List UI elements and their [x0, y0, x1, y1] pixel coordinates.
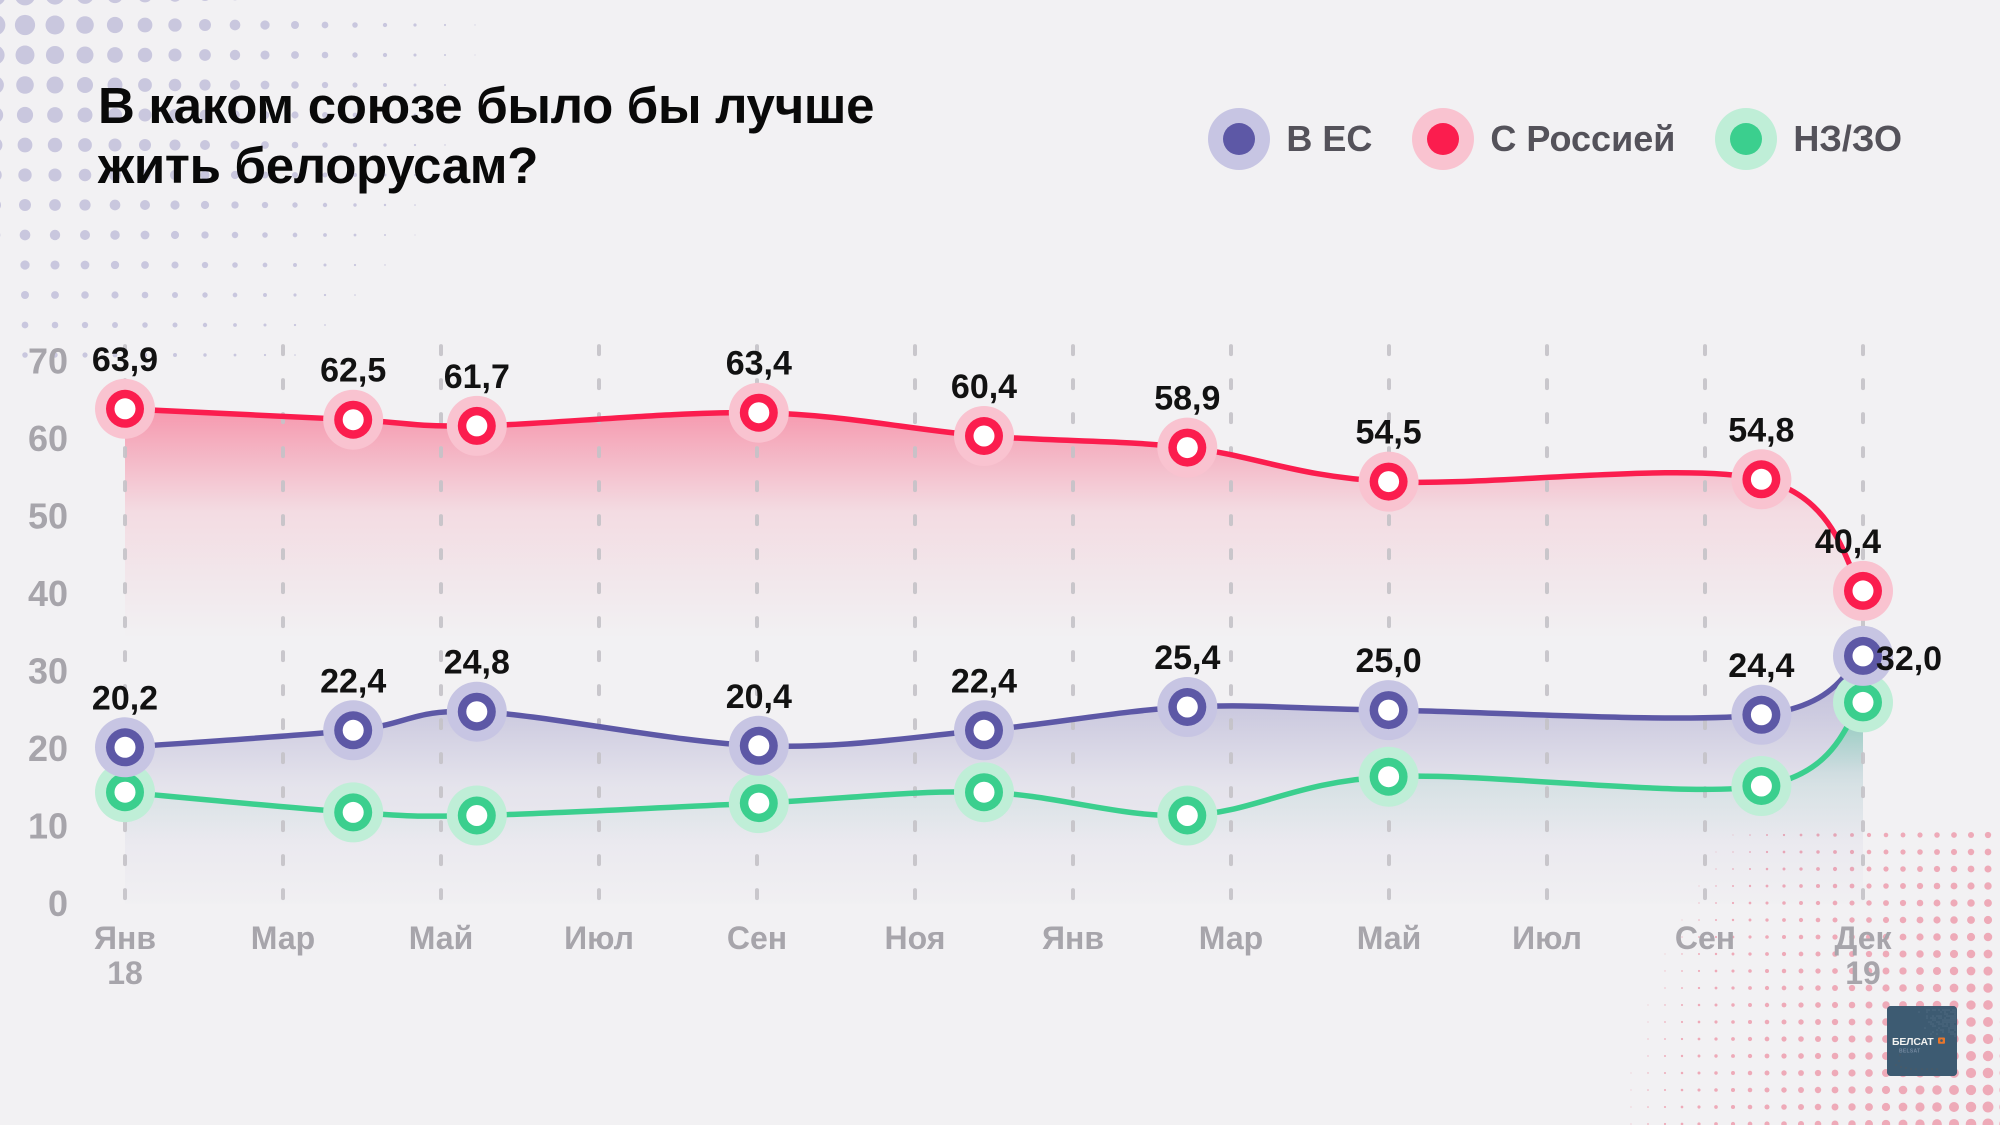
svg-text:10: 10 — [28, 805, 68, 846]
svg-text:22,4: 22,4 — [951, 662, 1017, 700]
svg-text:20,2: 20,2 — [92, 679, 158, 717]
svg-text:0: 0 — [48, 883, 68, 924]
svg-text:18: 18 — [107, 955, 143, 991]
svg-text:24,4: 24,4 — [1728, 647, 1794, 685]
svg-text:BELSAT: BELSAT — [1899, 1049, 1920, 1055]
svg-text:60: 60 — [28, 418, 68, 459]
svg-text:60,4: 60,4 — [951, 368, 1017, 406]
svg-text:61,7: 61,7 — [444, 358, 510, 396]
svg-text:54,8: 54,8 — [1728, 411, 1794, 449]
svg-text:40: 40 — [28, 573, 68, 614]
svg-text:Янв: Янв — [94, 920, 156, 956]
svg-text:30: 30 — [28, 650, 68, 691]
svg-text:Май: Май — [1357, 920, 1422, 956]
svg-text:24,8: 24,8 — [444, 644, 510, 682]
svg-text:22,4: 22,4 — [320, 662, 386, 700]
svg-text:Мар: Мар — [1199, 920, 1263, 956]
svg-text:25,0: 25,0 — [1356, 642, 1422, 680]
svg-text:Янв: Янв — [1042, 920, 1104, 956]
svg-text:Дек: Дек — [1835, 920, 1893, 956]
svg-text:20,4: 20,4 — [726, 678, 792, 716]
svg-text:Сен: Сен — [1675, 920, 1735, 956]
svg-text:БЕЛСАТ: БЕЛСАТ — [1892, 1036, 1934, 1048]
svg-text:25,4: 25,4 — [1154, 639, 1220, 677]
svg-text:70: 70 — [28, 341, 68, 382]
svg-text:Мар: Мар — [251, 920, 315, 956]
svg-text:20: 20 — [28, 728, 68, 769]
svg-text:63,9: 63,9 — [92, 341, 158, 379]
svg-text:19: 19 — [1845, 955, 1881, 991]
svg-text:62,5: 62,5 — [320, 352, 386, 390]
svg-text:Июл: Июл — [1512, 920, 1582, 956]
svg-text:Май: Май — [409, 920, 474, 956]
svg-text:54,5: 54,5 — [1356, 414, 1422, 452]
svg-text:63,4: 63,4 — [726, 345, 792, 383]
svg-text:32,0: 32,0 — [1876, 640, 1942, 678]
svg-text:Ноя: Ноя — [885, 920, 946, 956]
svg-text:58,9: 58,9 — [1154, 380, 1220, 418]
svg-text:Сен: Сен — [727, 920, 787, 956]
svg-text:50: 50 — [28, 496, 68, 537]
svg-text:Июл: Июл — [564, 920, 634, 956]
svg-text:40,4: 40,4 — [1815, 523, 1881, 561]
